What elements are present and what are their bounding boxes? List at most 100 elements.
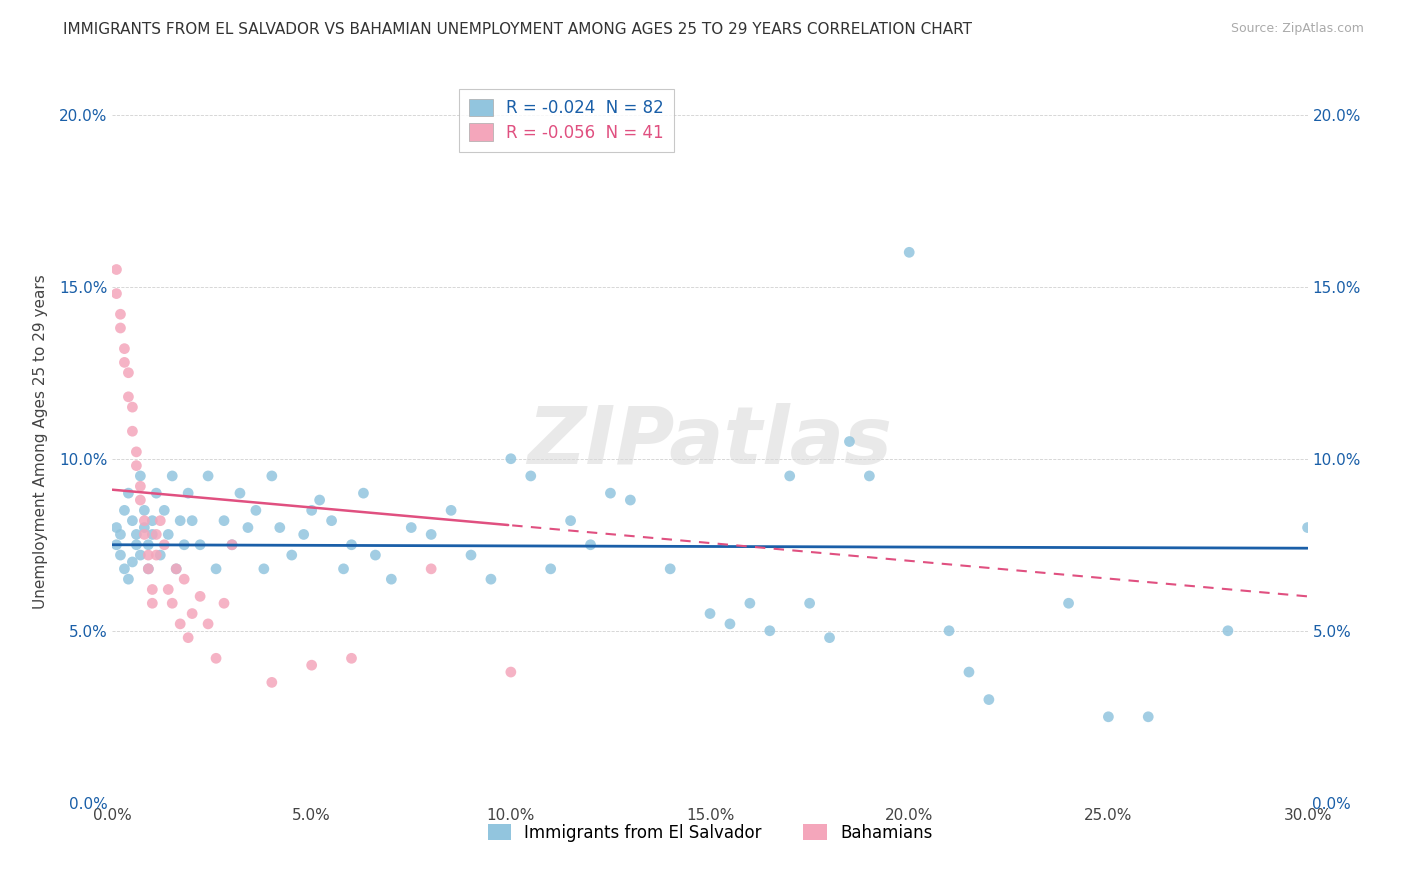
Point	[121, 514, 143, 528]
Point	[718, 616, 741, 631]
Point	[138, 538, 160, 552]
Point	[169, 616, 191, 631]
Point	[499, 451, 522, 466]
Point	[162, 469, 183, 483]
Point	[253, 562, 276, 576]
Point	[129, 493, 152, 508]
Point	[212, 596, 235, 610]
Point	[117, 572, 139, 586]
Point	[308, 493, 330, 508]
Point	[301, 658, 323, 673]
Point	[332, 562, 354, 576]
Point	[141, 514, 163, 528]
Point	[479, 572, 502, 586]
Point	[129, 479, 152, 493]
Point	[177, 631, 200, 645]
Point	[520, 469, 543, 483]
Point	[499, 665, 522, 679]
Point	[114, 355, 135, 369]
Point	[173, 538, 195, 552]
Point	[659, 562, 682, 576]
Point	[236, 520, 259, 534]
Point	[141, 582, 163, 597]
Y-axis label: Unemployment Among Ages 25 to 29 years: Unemployment Among Ages 25 to 29 years	[34, 274, 48, 609]
Point	[818, 631, 841, 645]
Point	[145, 486, 167, 500]
Legend: Immigrants from El Salvador, Bahamians: Immigrants from El Salvador, Bahamians	[481, 817, 939, 848]
Point	[114, 342, 135, 356]
Point	[162, 596, 183, 610]
Point	[540, 562, 562, 576]
Point	[560, 514, 582, 528]
Point	[205, 651, 228, 665]
Point	[779, 469, 801, 483]
Point	[1216, 624, 1239, 638]
Point	[838, 434, 860, 449]
Point	[149, 514, 172, 528]
Point	[340, 538, 363, 552]
Point	[1097, 710, 1119, 724]
Point	[699, 607, 721, 621]
Point	[110, 527, 132, 541]
Point	[619, 493, 641, 508]
Point	[138, 562, 160, 576]
Point	[125, 527, 148, 541]
Point	[260, 675, 283, 690]
Point	[245, 503, 267, 517]
Point	[599, 486, 621, 500]
Point	[212, 514, 235, 528]
Point	[169, 514, 191, 528]
Point	[221, 538, 243, 552]
Point	[165, 562, 187, 576]
Point	[117, 390, 139, 404]
Point	[149, 548, 172, 562]
Point	[738, 596, 761, 610]
Point	[153, 538, 176, 552]
Point	[321, 514, 343, 528]
Point	[121, 555, 143, 569]
Point	[977, 692, 1000, 706]
Point	[340, 651, 363, 665]
Point	[165, 562, 187, 576]
Point	[134, 520, 156, 534]
Point	[105, 286, 128, 301]
Point	[125, 538, 148, 552]
Point	[145, 548, 167, 562]
Point	[353, 486, 375, 500]
Point	[173, 572, 195, 586]
Point	[957, 665, 980, 679]
Point	[364, 548, 387, 562]
Point	[181, 514, 204, 528]
Point	[380, 572, 402, 586]
Point	[229, 486, 252, 500]
Point	[117, 366, 139, 380]
Point	[125, 445, 148, 459]
Point	[898, 245, 921, 260]
Point	[197, 469, 219, 483]
Point	[858, 469, 880, 483]
Point	[1296, 520, 1319, 534]
Point	[177, 486, 200, 500]
Point	[157, 582, 180, 597]
Text: Source: ZipAtlas.com: Source: ZipAtlas.com	[1230, 22, 1364, 36]
Point	[153, 503, 176, 517]
Point	[138, 562, 160, 576]
Point	[269, 520, 291, 534]
Point	[157, 527, 180, 541]
Point	[125, 458, 148, 473]
Text: IMMIGRANTS FROM EL SALVADOR VS BAHAMIAN UNEMPLOYMENT AMONG AGES 25 TO 29 YEARS C: IMMIGRANTS FROM EL SALVADOR VS BAHAMIAN …	[63, 22, 973, 37]
Point	[105, 520, 128, 534]
Point	[188, 590, 211, 604]
Point	[110, 321, 132, 335]
Point	[134, 514, 156, 528]
Point	[105, 262, 128, 277]
Point	[134, 503, 156, 517]
Point	[301, 503, 323, 517]
Point	[292, 527, 315, 541]
Point	[121, 400, 143, 414]
Point	[420, 527, 443, 541]
Point	[114, 562, 135, 576]
Text: ZIPatlas: ZIPatlas	[527, 402, 893, 481]
Point	[134, 527, 156, 541]
Point	[110, 548, 132, 562]
